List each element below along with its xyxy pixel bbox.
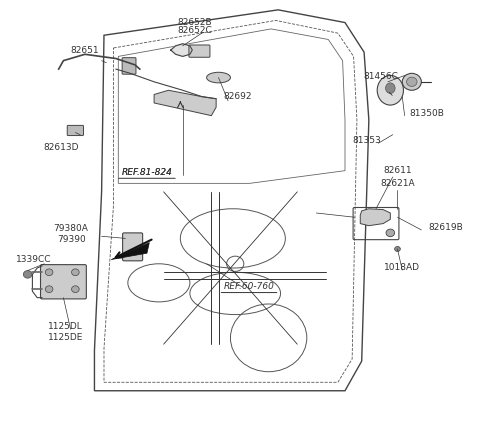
Text: 1018AD: 1018AD xyxy=(384,263,420,272)
Circle shape xyxy=(24,271,32,278)
Polygon shape xyxy=(171,44,192,56)
Ellipse shape xyxy=(402,73,421,90)
Text: 79390: 79390 xyxy=(57,235,86,244)
Circle shape xyxy=(45,286,53,293)
Text: 82613D: 82613D xyxy=(43,144,79,153)
Text: 82652C: 82652C xyxy=(177,26,212,35)
Text: 1339CC: 1339CC xyxy=(16,255,51,264)
Text: 82651: 82651 xyxy=(71,46,99,55)
FancyBboxPatch shape xyxy=(189,45,210,57)
Text: 1125DE: 1125DE xyxy=(48,333,84,342)
Text: REF.81-824: REF.81-824 xyxy=(121,168,172,177)
Polygon shape xyxy=(111,243,149,259)
Ellipse shape xyxy=(206,72,230,83)
Polygon shape xyxy=(360,209,390,226)
Text: 81456C: 81456C xyxy=(363,72,398,81)
Ellipse shape xyxy=(407,77,417,86)
Text: REF.81-824: REF.81-824 xyxy=(121,168,172,177)
Circle shape xyxy=(72,286,79,293)
Ellipse shape xyxy=(377,75,404,105)
Text: 82692: 82692 xyxy=(223,92,252,101)
Text: 82652B: 82652B xyxy=(177,17,212,27)
Polygon shape xyxy=(154,90,216,115)
Text: 82621A: 82621A xyxy=(380,179,415,188)
Text: 79380A: 79380A xyxy=(53,224,88,233)
Circle shape xyxy=(395,246,400,251)
Circle shape xyxy=(45,269,53,276)
Text: 82611: 82611 xyxy=(383,166,412,175)
FancyBboxPatch shape xyxy=(122,233,143,261)
Ellipse shape xyxy=(385,83,395,93)
Text: 1125DL: 1125DL xyxy=(48,322,83,331)
Text: 82619B: 82619B xyxy=(429,223,463,232)
FancyBboxPatch shape xyxy=(40,265,86,299)
Text: REF.60-760: REF.60-760 xyxy=(224,282,275,291)
Circle shape xyxy=(72,269,79,276)
FancyBboxPatch shape xyxy=(67,125,84,135)
FancyBboxPatch shape xyxy=(122,58,136,74)
Circle shape xyxy=(386,229,395,237)
Text: 81350B: 81350B xyxy=(409,109,444,118)
Text: 81353: 81353 xyxy=(352,136,381,145)
